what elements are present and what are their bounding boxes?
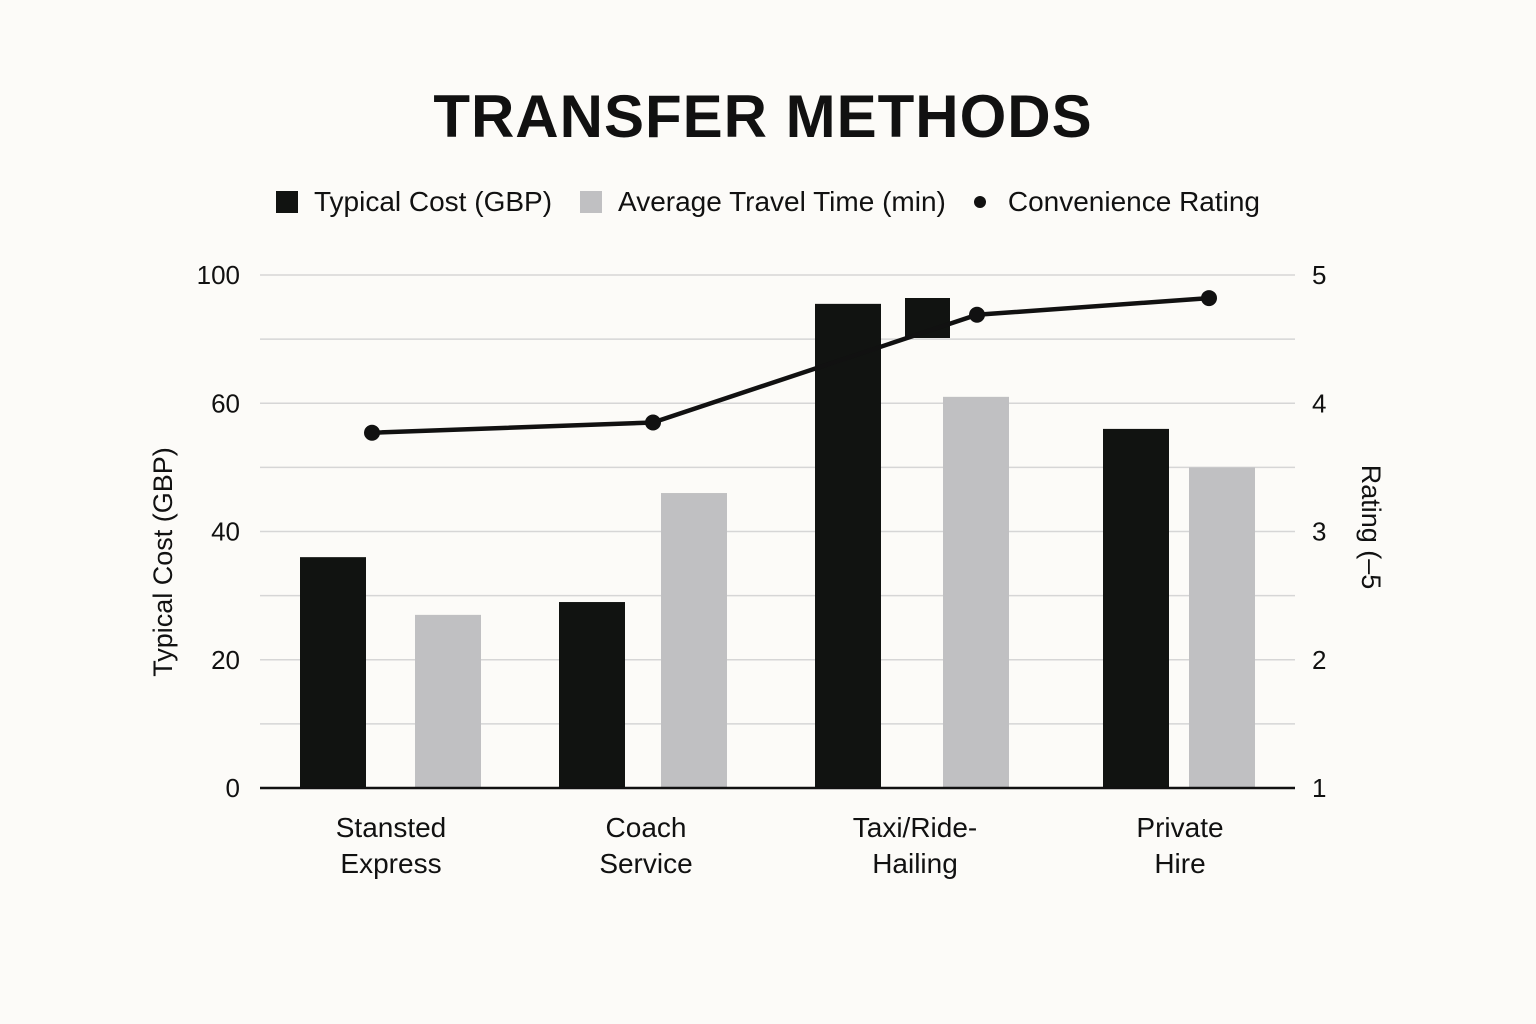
category-label: Taxi/Ride- bbox=[853, 812, 977, 843]
right-tick-label: 5 bbox=[1312, 260, 1326, 290]
legend-item-rating: Convenience Rating bbox=[973, 186, 1261, 218]
left-tick-label: 40 bbox=[211, 517, 240, 547]
right-tick-label: 4 bbox=[1312, 388, 1326, 418]
rating-point bbox=[645, 414, 661, 431]
bar-cost bbox=[815, 303, 881, 788]
left-tick-label: 60 bbox=[211, 388, 240, 418]
bar-cost bbox=[300, 557, 366, 788]
rating-line bbox=[371, 295, 1210, 435]
category-label: Stansted bbox=[336, 812, 447, 843]
category-label: Express bbox=[340, 848, 441, 879]
legend-label-cost: Typical Cost (GBP) bbox=[313, 186, 553, 217]
category-label: Hailing bbox=[872, 848, 958, 879]
left-tick-label: 100 bbox=[197, 260, 240, 290]
rating-point bbox=[969, 306, 985, 323]
right-tick-label: 2 bbox=[1312, 645, 1326, 675]
left-tick-label: 20 bbox=[211, 645, 240, 675]
category-label: Coach bbox=[606, 812, 687, 843]
legend-marker-rating bbox=[973, 196, 986, 208]
legend-item-cost: Typical Cost (GBP) bbox=[275, 186, 553, 218]
category-label: Private bbox=[1136, 812, 1223, 843]
chart-title: TRANSFER METHODS bbox=[433, 83, 1093, 150]
legend-item-time: Average Travel Time (min) bbox=[580, 186, 946, 218]
legend: Typical Cost (GBP) Average Travel Time (… bbox=[0, 186, 1536, 218]
bar-cost bbox=[1103, 428, 1169, 788]
legend-label-time: Average Travel Time (min) bbox=[618, 186, 946, 217]
legend-label-rating: Convenience Rating bbox=[1007, 186, 1261, 217]
rating-point bbox=[1201, 290, 1217, 307]
bar-travel-time bbox=[661, 493, 727, 788]
bar-travel-time bbox=[415, 614, 481, 788]
right-axis-label: Rating (–5 bbox=[1356, 465, 1386, 590]
category-label: Hire bbox=[1154, 848, 1205, 879]
bar-travel-time bbox=[1189, 467, 1255, 788]
rating-point bbox=[364, 424, 380, 441]
bar-travel-time bbox=[943, 396, 1009, 788]
legend-swatch-time bbox=[580, 191, 603, 213]
right-tick-label: 1 bbox=[1312, 773, 1326, 803]
right-tick-label: 3 bbox=[1312, 517, 1326, 547]
left-axis-label: Typical Cost (GBP) bbox=[148, 447, 178, 677]
category-label: Service bbox=[599, 848, 692, 879]
left-tick-label: 0 bbox=[226, 773, 240, 803]
legend-swatch-cost bbox=[275, 191, 298, 213]
bar-cost bbox=[559, 602, 625, 788]
